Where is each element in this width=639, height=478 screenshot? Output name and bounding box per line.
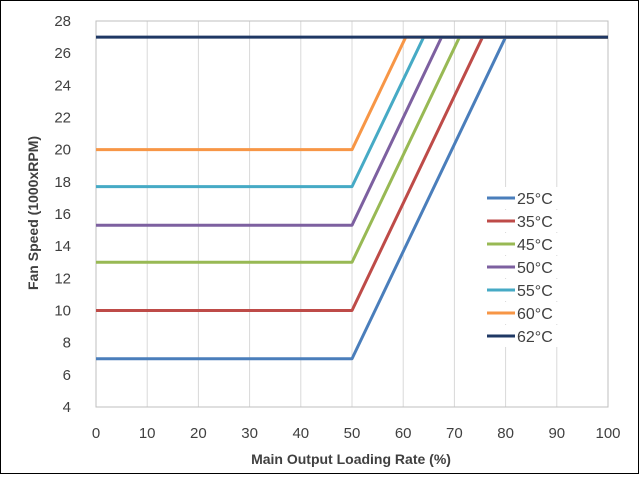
y-tick-label: 22 bbox=[54, 110, 71, 127]
y-axis-title: Fan Speed (1000xRPM) bbox=[25, 136, 41, 290]
legend-entry-bg bbox=[483, 187, 573, 209]
legend-entry-bg bbox=[483, 210, 573, 232]
x-tick-label: 100 bbox=[595, 425, 620, 442]
x-tick-label: 90 bbox=[548, 425, 565, 442]
legend-label-2: 35°C bbox=[517, 214, 553, 231]
x-tick-label: 40 bbox=[292, 425, 309, 442]
axis-layer: 0 10 20 30 40 50 60 70 80 90 100 4 6 8 10 12 14 16 18 20 22 2… bbox=[54, 13, 620, 442]
legend-label-7: 62°C bbox=[517, 329, 553, 346]
x-tick-label: 10 bbox=[139, 425, 156, 442]
x-tick-label: 0 bbox=[92, 425, 100, 442]
y-tick-label: 12 bbox=[54, 270, 71, 287]
y-tick-label: 16 bbox=[54, 206, 71, 223]
y-tick-label: 20 bbox=[54, 142, 71, 159]
y-tick-label: 24 bbox=[54, 77, 71, 94]
legend-entry-bg bbox=[483, 256, 573, 278]
y-tick-label: 10 bbox=[54, 303, 71, 320]
y-tick-label: 8 bbox=[63, 335, 71, 352]
legend-entry-bg bbox=[483, 279, 573, 301]
y-tick-label: 14 bbox=[54, 238, 71, 255]
legend-entry-bg bbox=[483, 325, 573, 347]
x-tick-label: 30 bbox=[241, 425, 258, 442]
x-tick-label: 20 bbox=[190, 425, 207, 442]
x-tick-label: 70 bbox=[446, 425, 463, 442]
y-tick-label: 18 bbox=[54, 174, 71, 191]
legend-label-5: 55°C bbox=[517, 283, 553, 300]
y-tick-label: 6 bbox=[63, 367, 71, 384]
legend-label-1: 25°C bbox=[517, 191, 553, 208]
x-axis-title: Main Output Loading Rate (%) bbox=[251, 451, 451, 467]
x-tick-label: 80 bbox=[497, 425, 514, 442]
x-tick-label: 60 bbox=[395, 425, 412, 442]
x-tick-label: 50 bbox=[344, 425, 361, 442]
legend-label-6: 60°C bbox=[517, 306, 553, 323]
legend-label-4: 50°C bbox=[517, 260, 553, 277]
legend: 25°C 35°C 45°C 50°C 55°C 60°C 62°C bbox=[483, 187, 573, 347]
y-tick-label: 28 bbox=[54, 13, 71, 30]
legend-entry-bg bbox=[483, 302, 573, 324]
y-tick-label: 4 bbox=[63, 399, 71, 416]
legend-entry-bg bbox=[483, 233, 573, 255]
series-layer bbox=[96, 35, 608, 361]
plot-area-border bbox=[95, 20, 609, 408]
legend-label-3: 45°C bbox=[517, 237, 553, 254]
y-tick-label: 26 bbox=[54, 45, 71, 62]
